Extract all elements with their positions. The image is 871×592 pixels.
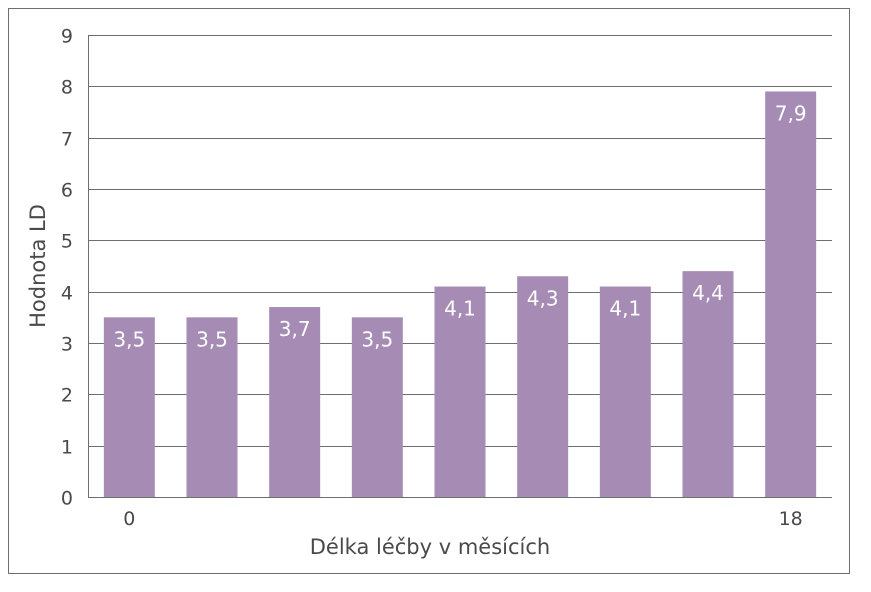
bar-1 [103,317,155,497]
bar-2 [186,317,238,497]
bar-4 [351,317,403,497]
data-label-9: 7,9 [775,101,807,125]
y-tick-labels: 0 1 2 3 4 5 6 7 8 9 [61,26,73,510]
y-tick-label-6: 6 [61,180,73,202]
data-label-4: 3,5 [361,327,393,351]
y-axis-title: Hodnota LD [26,204,50,328]
bar-6 [517,276,569,497]
y-tick-label-9: 9 [61,26,73,48]
bar-9 [765,91,817,497]
chart-frame [8,8,850,574]
x-axis-title: Délka léčby v měsících [310,535,551,559]
data-label-6: 4,3 [527,286,559,310]
x-tick-label-0: 0 [123,508,135,530]
data-label-8: 4,4 [692,281,724,305]
data-label-3: 3,7 [279,317,311,341]
bar-3 [269,307,321,497]
y-tick-label-3: 3 [61,334,73,356]
x-tick-labels: 0 18 [123,508,802,530]
data-label-1: 3,5 [113,327,145,351]
data-label-2: 3,5 [196,327,228,351]
bars [103,91,817,497]
y-tick-label-4: 4 [61,283,73,305]
data-label-5: 4,1 [444,297,476,321]
bar-8 [682,271,734,497]
bar-5 [434,286,486,497]
y-tick-label-0: 0 [61,488,73,510]
y-tick-label-2: 2 [61,385,73,407]
y-tick-label-5: 5 [61,231,73,253]
y-tick-label-1: 1 [61,437,73,459]
y-tick-label-7: 7 [61,129,73,151]
data-labels: 3,5 3,5 3,7 3,5 4,1 4,3 4,1 4,4 7,9 [113,101,806,351]
bar-7 [599,286,651,497]
y-tick-label-8: 8 [61,77,73,99]
x-tick-label-18: 18 [779,508,803,530]
data-label-7: 4,1 [609,297,641,321]
